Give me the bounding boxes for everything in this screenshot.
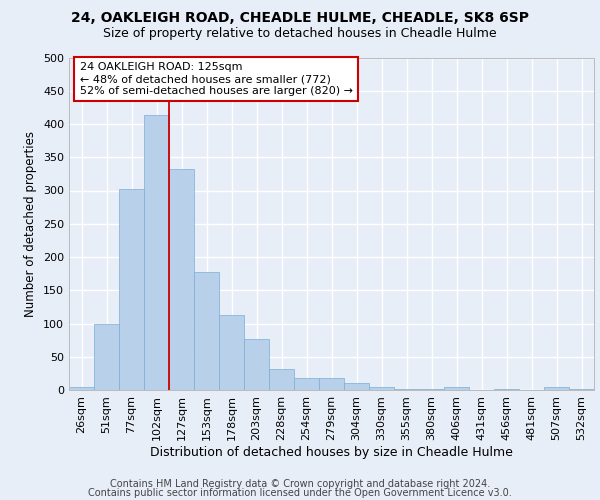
Bar	[219, 315, 244, 390]
Text: Contains HM Land Registry data © Crown copyright and database right 2024.: Contains HM Land Registry data © Crown c…	[110, 479, 490, 489]
Bar	[94, 324, 119, 390]
Bar	[69, 388, 94, 390]
Bar	[444, 386, 469, 390]
Bar	[119, 189, 144, 390]
Bar	[319, 378, 344, 390]
Text: Contains public sector information licensed under the Open Government Licence v3: Contains public sector information licen…	[88, 488, 512, 498]
Bar	[369, 386, 394, 390]
Text: 24, OAKLEIGH ROAD, CHEADLE HULME, CHEADLE, SK8 6SP: 24, OAKLEIGH ROAD, CHEADLE HULME, CHEADL…	[71, 11, 529, 25]
X-axis label: Distribution of detached houses by size in Cheadle Hulme: Distribution of detached houses by size …	[150, 446, 513, 458]
Text: Size of property relative to detached houses in Cheadle Hulme: Size of property relative to detached ho…	[103, 28, 497, 40]
Bar	[344, 384, 369, 390]
Bar	[169, 168, 194, 390]
Bar	[294, 378, 319, 390]
Y-axis label: Number of detached properties: Number of detached properties	[25, 130, 37, 317]
Bar	[194, 272, 219, 390]
Bar	[269, 370, 294, 390]
Bar	[244, 340, 269, 390]
Bar	[144, 116, 169, 390]
Bar	[544, 388, 569, 390]
Bar	[394, 388, 419, 390]
Text: 24 OAKLEIGH ROAD: 125sqm
← 48% of detached houses are smaller (772)
52% of semi-: 24 OAKLEIGH ROAD: 125sqm ← 48% of detach…	[79, 62, 353, 96]
